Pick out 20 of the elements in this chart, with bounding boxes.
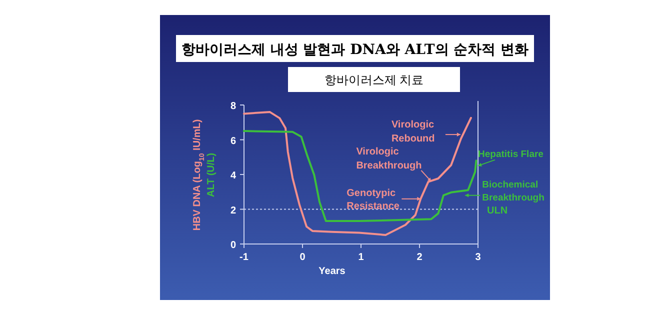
x-tick-label: 3: [475, 252, 482, 263]
y-tick-label: 2: [230, 205, 236, 216]
x-tick-label: -1: [240, 252, 249, 263]
y-tick-label: 4: [230, 170, 236, 182]
annotation: Biochemical Breakthrough: [482, 179, 545, 204]
chart-title: 항바이러스제 내성 발현과 DNA와 ALT의 순차적 변화: [181, 42, 529, 58]
y-tick-label: 6: [230, 136, 236, 147]
annotation: Genotypic Resistance: [346, 188, 400, 212]
text: ALT (U/L): [206, 152, 217, 198]
annotation: Hepatitis Flare: [478, 148, 544, 160]
x-axis-title: Years: [318, 266, 346, 277]
y-tick-label: 0: [230, 240, 236, 251]
annotation: Virologic Breakthrough: [356, 146, 422, 172]
annotation: Virologic Rebound: [391, 120, 435, 145]
x-tick-label: 2: [416, 252, 423, 263]
chart-subtitle: 항바이러스제 치료: [324, 73, 424, 87]
x-tick-label: 1: [358, 252, 364, 263]
x-tick-label: 0: [300, 252, 306, 263]
ref-line-label: ULN: [487, 205, 508, 216]
y-tick-label: 8: [230, 101, 236, 112]
